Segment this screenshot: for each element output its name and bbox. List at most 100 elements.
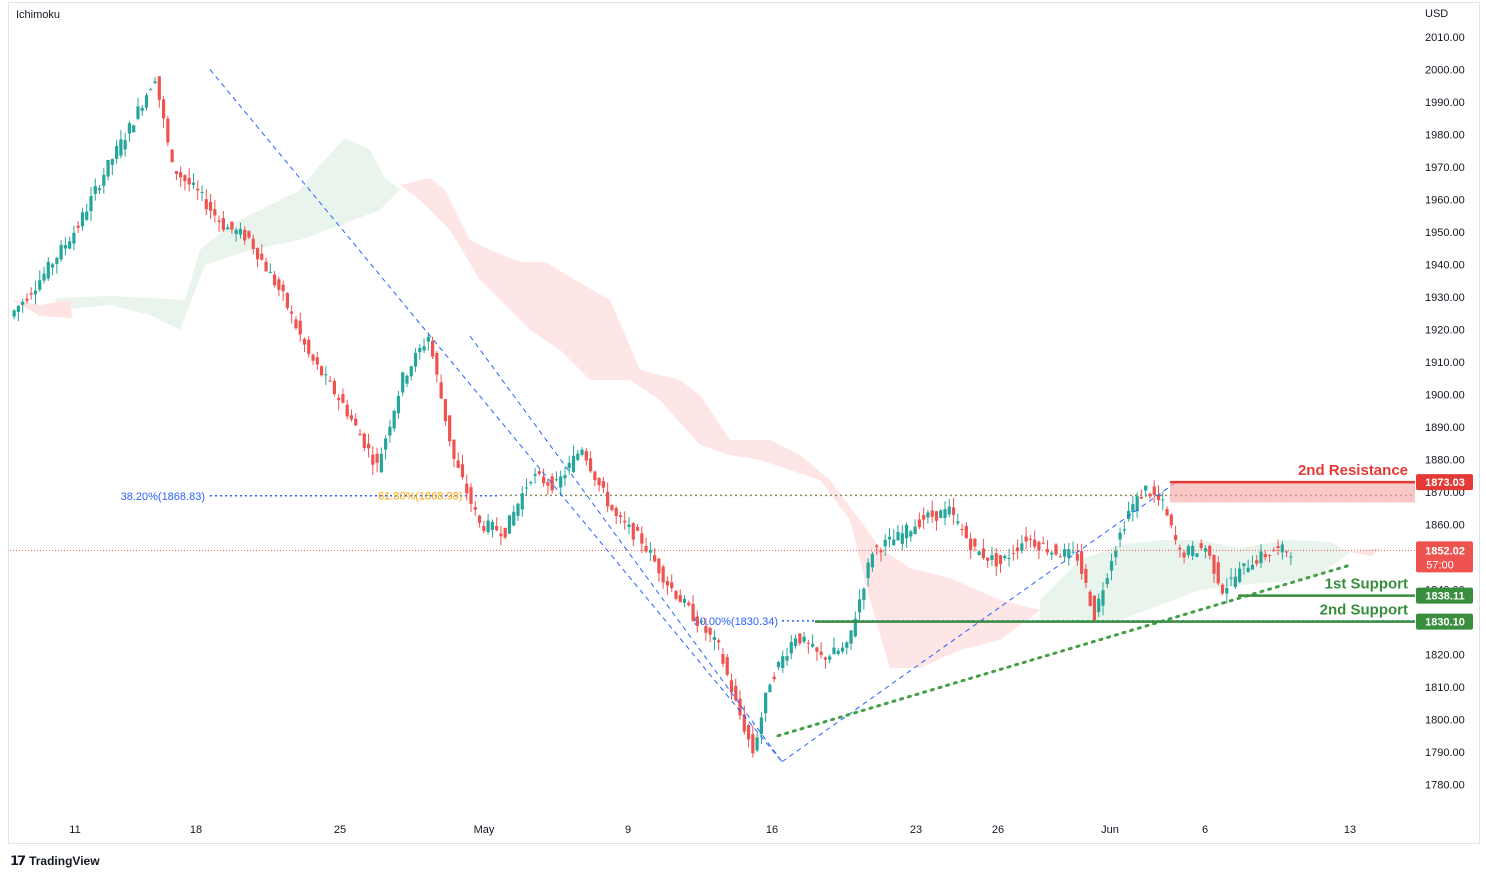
candle-body [1161,499,1165,501]
candle-body [435,352,439,375]
candle-body [776,662,781,668]
candle-body [456,460,460,468]
candle-body [960,529,964,531]
candle-body [1156,494,1161,500]
ichimoku-cloud-bullish-1 [55,138,400,330]
candle-body [712,636,717,641]
candle-body [1216,562,1220,584]
candle-body [290,311,294,314]
x-tick-label: 26 [992,824,1004,836]
candle-body [943,509,947,518]
candle-body [729,680,734,693]
candle-body [277,279,281,290]
candle-body [1263,554,1267,558]
candle-body [119,139,123,156]
candle-body [46,261,50,279]
candle-body [422,346,426,351]
candle-body [674,591,678,599]
candle-body [836,650,840,654]
candle-body [349,415,354,420]
last-price-tag [1416,541,1473,573]
indicator-label[interactable]: Ichimoku [16,9,61,21]
candle-body [998,555,1003,564]
candle-body [1127,510,1131,519]
candle-body [1015,547,1020,552]
candle-body [503,527,507,538]
candle-body [247,231,251,238]
candle-body [682,598,687,603]
candle-body [798,633,802,644]
candle-body [123,140,127,150]
candle-body [1058,556,1062,558]
candle-body [68,241,72,249]
candle-body [230,221,234,230]
candle-body [375,453,379,463]
candle-body [499,533,503,537]
candle-body [460,464,465,478]
candle-body [396,396,401,414]
candle-body [157,76,161,100]
candle-body [12,310,16,317]
trendline-down-lower [469,335,783,763]
countdown-text: 57:00 [1426,559,1454,571]
candle-body [1225,588,1229,594]
candle-body [1045,549,1050,553]
candle-body [516,503,520,516]
candle-body [392,410,396,429]
candle-body [631,523,635,540]
x-tick-label: 25 [334,824,346,836]
candle-body [725,657,729,675]
candle-body [1242,563,1246,567]
candle-body [226,227,230,230]
candle-body [315,357,319,365]
candle-body [610,505,614,511]
candle-body [302,338,307,345]
currency-label: USD [1425,8,1449,20]
candle-body [593,471,597,481]
candle-body [571,455,576,472]
candle-body [311,354,315,361]
candle-body [875,545,879,547]
candle-body [939,510,943,519]
candle-body [1195,553,1199,557]
y-tick-label: 1800.00 [1425,715,1465,727]
candle-body [281,284,285,292]
candle-body [191,182,196,185]
candle-body [264,261,268,272]
candle-body [1229,577,1233,579]
candle-body [430,341,435,357]
candle-body [606,491,610,507]
candle-body [576,453,580,460]
candle-body [704,626,708,633]
ichimoku-cloud-bullish-2 [1040,540,1350,622]
candle-body [721,654,725,664]
candle-body [772,676,776,680]
candle-body [482,526,486,531]
candle-body [597,477,601,486]
candle-body [845,642,849,648]
candle-body [567,462,571,469]
x-tick-label: Jun [1101,824,1119,836]
candle-body [1272,549,1276,552]
candle-body [409,366,413,377]
y-tick-label: 1940.00 [1425,260,1465,272]
candle-body [1289,556,1293,558]
candle-body [708,627,712,635]
candle-body [495,526,499,531]
candle-body [1122,529,1126,531]
candle-body [542,476,546,484]
candle-body [132,125,136,133]
candle-body [802,636,806,642]
candle-body [1220,584,1225,594]
candle-body [819,651,823,655]
candle-body [183,175,187,182]
candle-body [922,515,926,520]
resistance-2-label: 2nd Resistance [1298,462,1408,479]
candle-body [260,253,264,260]
candle-body [687,602,691,606]
candle-body [42,273,46,281]
candle-body [366,443,371,449]
tradingview-logo[interactable]: 𝟭𝟳 TradingView [10,853,100,869]
x-tick-label: 23 [910,824,922,836]
